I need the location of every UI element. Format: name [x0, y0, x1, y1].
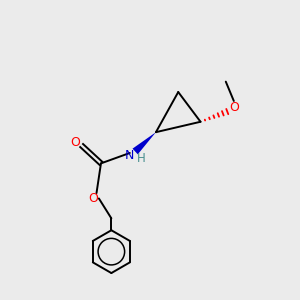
Text: O: O	[88, 192, 98, 205]
Text: N: N	[125, 149, 134, 162]
Text: O: O	[70, 136, 80, 149]
Text: O: O	[229, 101, 239, 114]
Text: H: H	[137, 152, 146, 165]
Polygon shape	[133, 132, 156, 154]
